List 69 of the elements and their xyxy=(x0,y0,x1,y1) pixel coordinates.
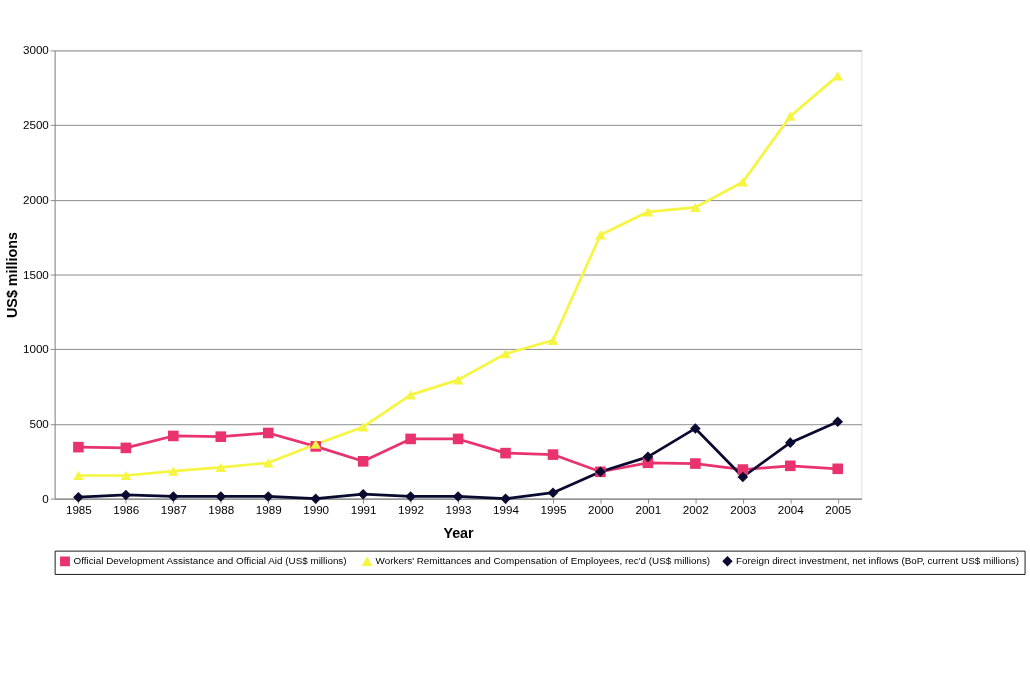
point xyxy=(73,470,84,481)
point xyxy=(168,430,179,442)
point xyxy=(500,493,511,504)
point xyxy=(168,491,179,502)
x-tick-label: 2001 xyxy=(635,503,662,517)
y-tick-label: 500 xyxy=(29,417,50,431)
y-tick-label: 1500 xyxy=(22,267,50,281)
point xyxy=(405,390,416,400)
point xyxy=(690,423,701,434)
point xyxy=(547,487,559,499)
point xyxy=(832,416,844,428)
x-tick-label: 1994 xyxy=(493,503,520,517)
x-tick-label: 1991 xyxy=(350,503,377,517)
point xyxy=(832,463,844,475)
x-tick-label: 1993 xyxy=(445,503,472,517)
point xyxy=(310,493,322,504)
x-tick-label: 1990 xyxy=(303,503,330,517)
point xyxy=(547,335,559,345)
point xyxy=(737,471,749,483)
point xyxy=(357,488,369,500)
point xyxy=(215,462,227,472)
y-tick-label: 3000 xyxy=(22,43,50,57)
y-tick-label: 2000 xyxy=(22,192,50,206)
y-tick-label: 0 xyxy=(42,491,50,505)
x-tick-label: 1986 xyxy=(113,503,140,517)
x-tick-label: 2002 xyxy=(682,503,709,517)
x-tick-label: 1995 xyxy=(540,503,567,517)
point xyxy=(120,470,132,481)
x-tick-label: 1992 xyxy=(398,503,425,517)
x-tick-label: 1987 xyxy=(160,503,187,517)
point xyxy=(405,491,416,502)
point xyxy=(784,437,796,448)
point xyxy=(262,427,274,439)
point xyxy=(73,491,84,503)
point xyxy=(405,433,416,445)
x-tick-label: 2005 xyxy=(825,503,852,517)
legend-label: Foreign direct investment, net inflows (BoP, current US$ millions) xyxy=(735,555,1020,567)
legend-label: Official Development Assistance and Official Aid (US$ millions) xyxy=(73,555,347,567)
point xyxy=(690,458,701,469)
point xyxy=(500,447,511,459)
point xyxy=(357,456,369,467)
legend-label: Workers' Remittances and Compensation of Employees, rec'd (US$ millions) xyxy=(375,555,711,567)
point xyxy=(357,422,369,432)
x-tick-label: 1988 xyxy=(208,503,235,517)
x-tick-label: 2004 xyxy=(777,503,805,517)
point xyxy=(784,111,796,121)
point xyxy=(642,451,654,463)
point xyxy=(642,207,654,217)
point xyxy=(215,491,227,502)
point xyxy=(168,466,179,476)
y-axis-title: US$ millions xyxy=(3,232,20,319)
point xyxy=(500,349,511,359)
x-tick-label: 2000 xyxy=(587,503,615,517)
point xyxy=(595,230,606,240)
point xyxy=(452,375,464,385)
point xyxy=(262,458,274,468)
y-tick-label: 2500 xyxy=(22,118,50,132)
x-tick-label: 2003 xyxy=(730,503,757,517)
x-tick-label: 1985 xyxy=(65,503,92,517)
point xyxy=(73,441,84,453)
point xyxy=(737,177,749,187)
y-tick-label: 1000 xyxy=(22,342,50,356)
point xyxy=(690,202,701,212)
point xyxy=(547,449,559,460)
x-tick-label: 1989 xyxy=(255,503,282,517)
point xyxy=(215,431,227,442)
x-axis-title: Year xyxy=(443,524,475,541)
point xyxy=(262,491,274,502)
point xyxy=(784,460,796,472)
